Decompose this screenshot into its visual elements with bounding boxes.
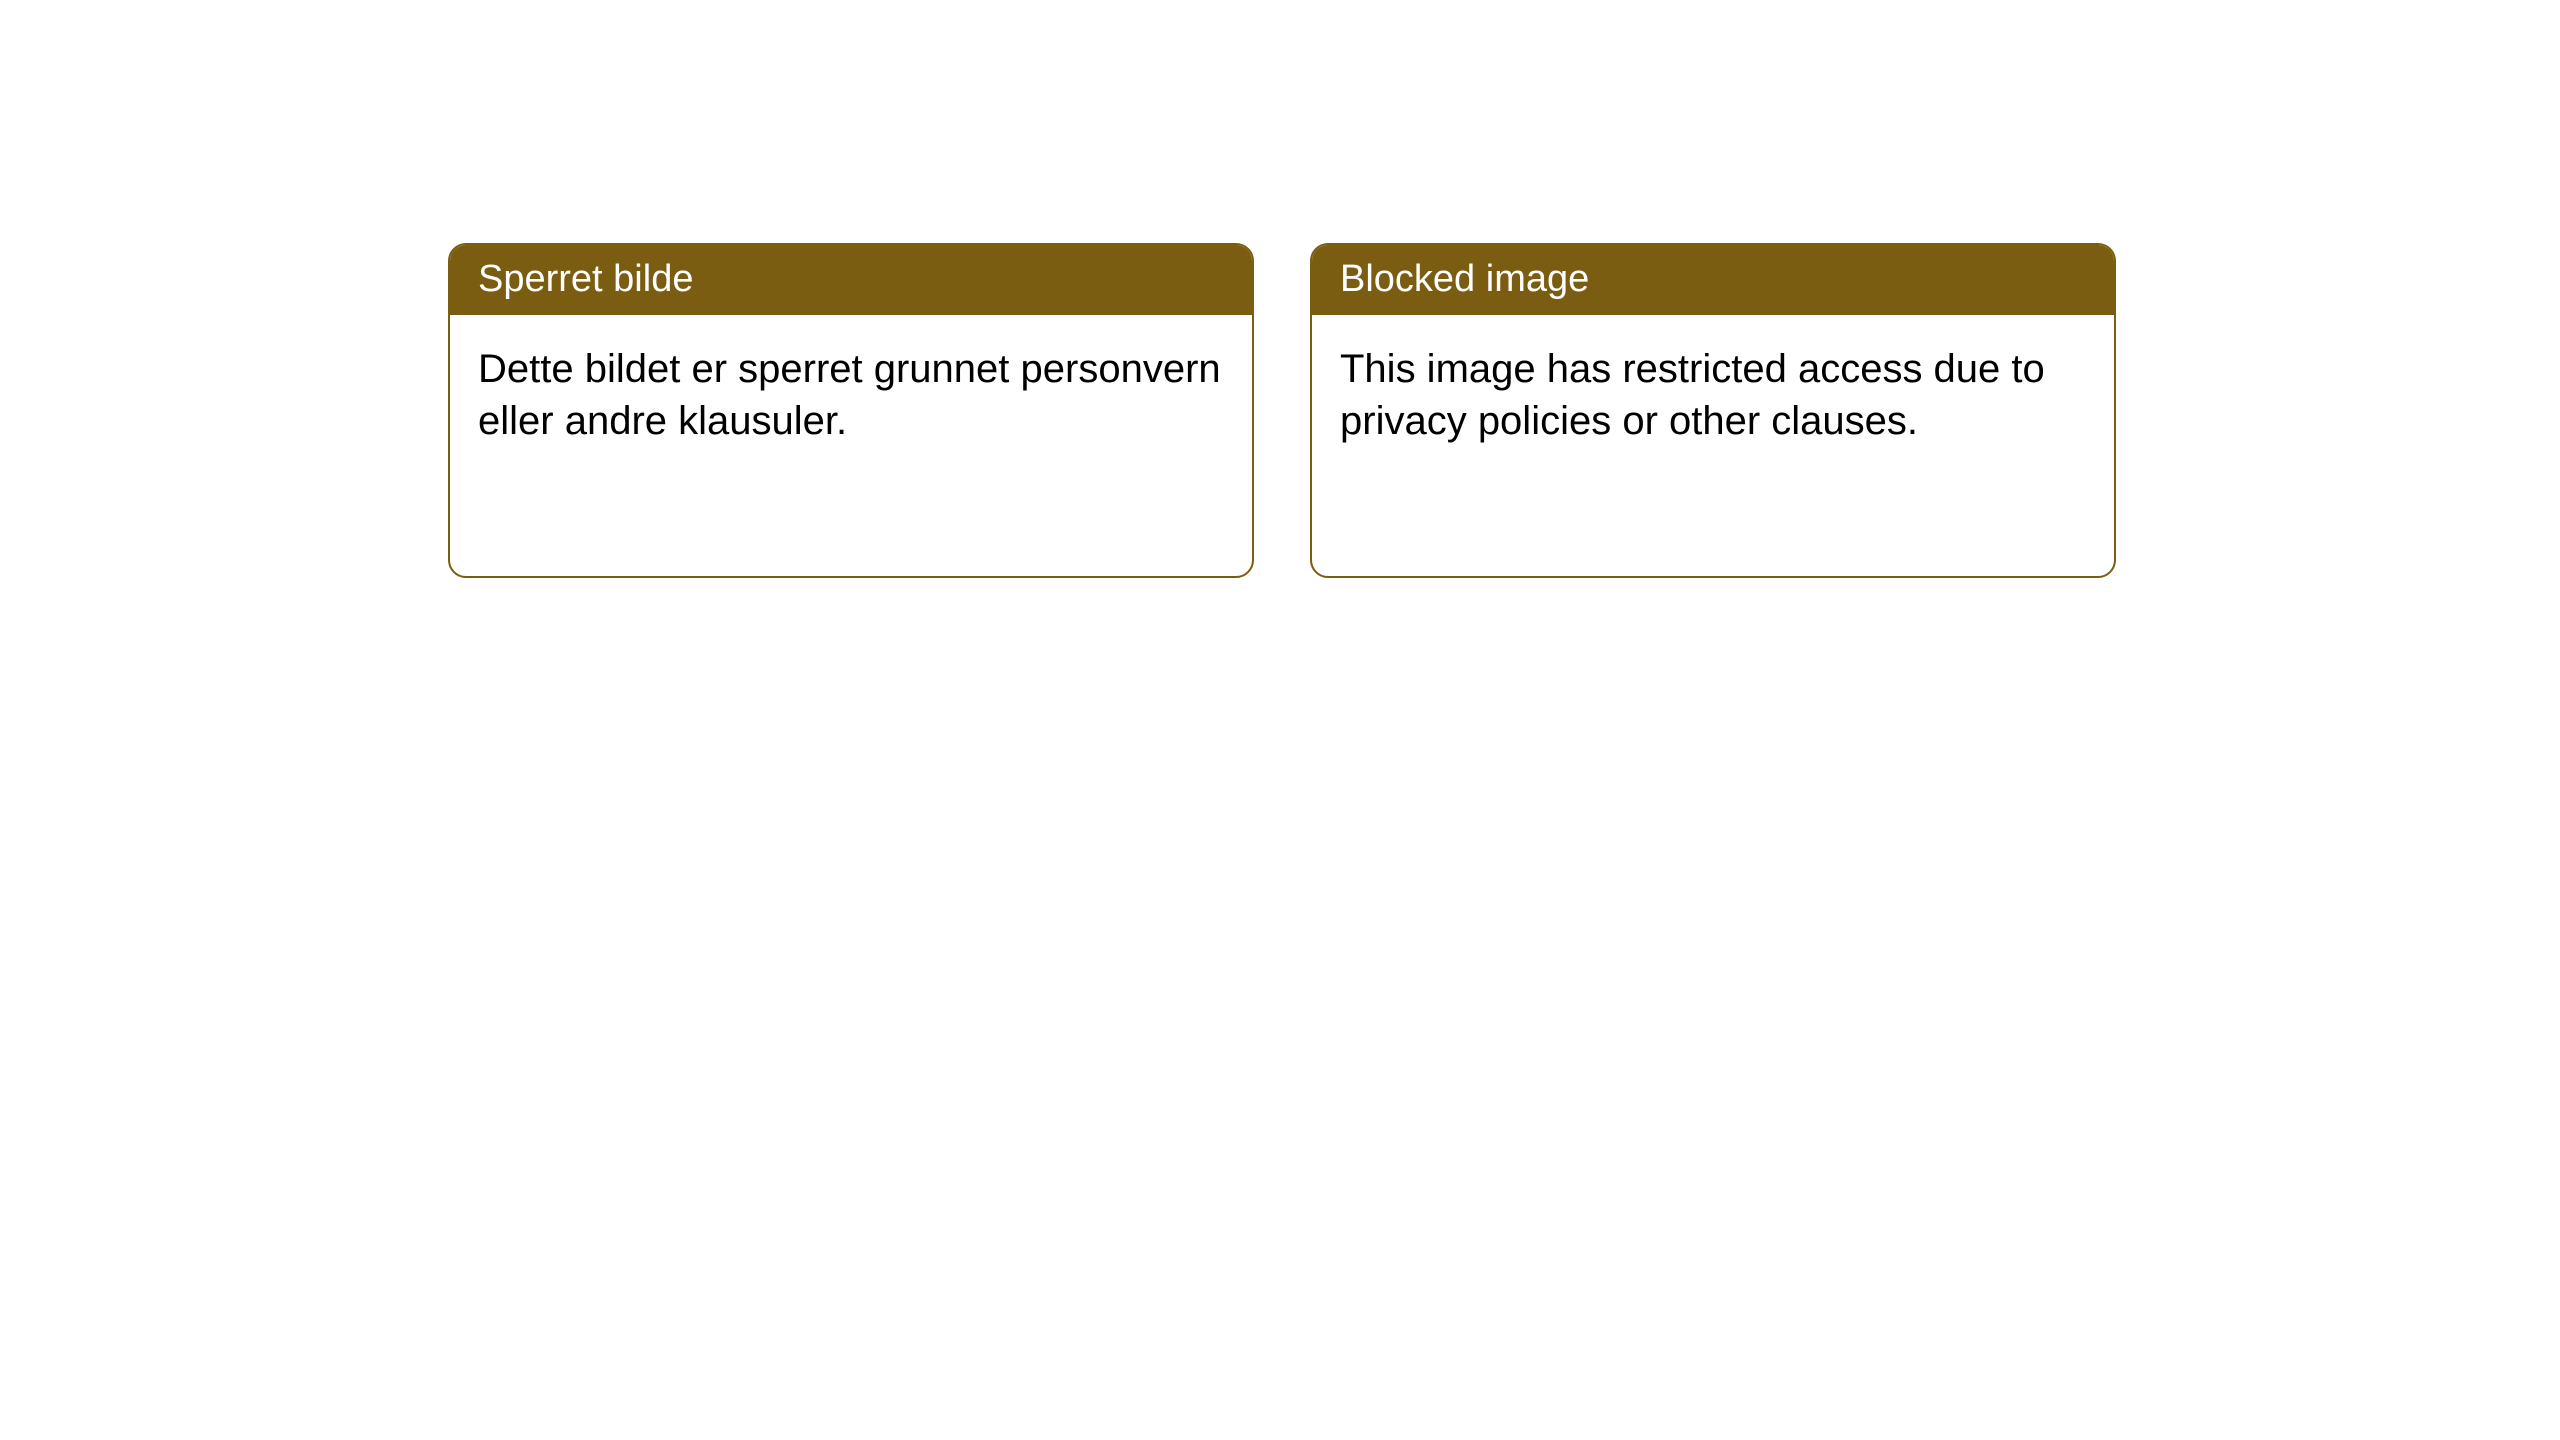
notice-title-no: Sperret bilde [450, 245, 1252, 315]
notice-card-en: Blocked image This image has restricted … [1310, 243, 2116, 578]
notice-title-en: Blocked image [1312, 245, 2114, 315]
notice-card-no: Sperret bilde Dette bildet er sperret gr… [448, 243, 1254, 578]
notice-body-no: Dette bildet er sperret grunnet personve… [450, 315, 1252, 477]
notice-body-en: This image has restricted access due to … [1312, 315, 2114, 477]
notice-container: Sperret bilde Dette bildet er sperret gr… [0, 0, 2560, 578]
